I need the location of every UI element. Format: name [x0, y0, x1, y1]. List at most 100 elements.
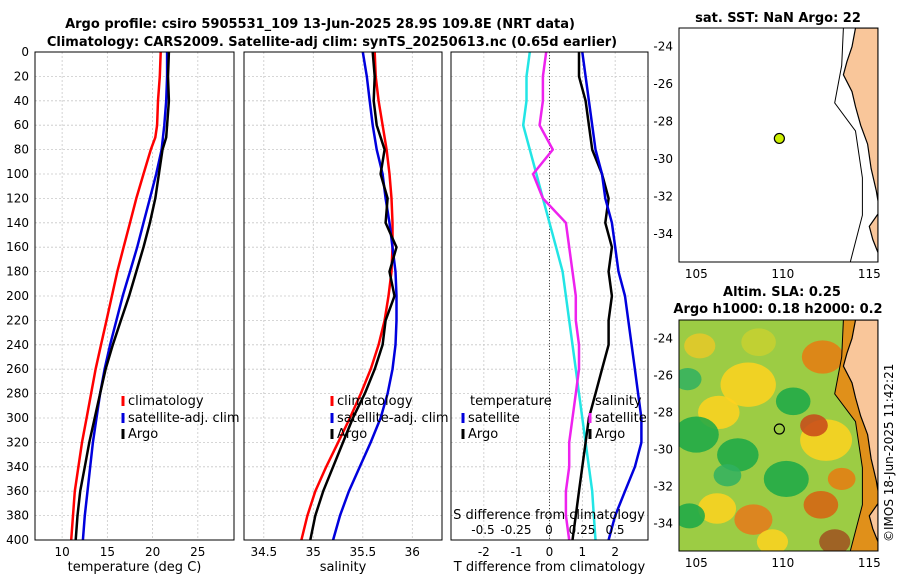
- x-tick-label: 1: [579, 545, 587, 559]
- y-tick-label: 260: [6, 362, 29, 376]
- x-axis-label: salinity: [320, 560, 367, 575]
- map-y-tick-label: -32: [653, 189, 673, 203]
- top-tick-label: -0.5: [471, 523, 494, 537]
- map-content: [679, 320, 878, 551]
- sla-blob: [819, 529, 851, 551]
- panel-sla-map: 105 110 115 -24 -26 -28 -30 -32 -34 Altim. SLA: 0…: [653, 285, 882, 570]
- map-y-tick-label: -34: [653, 227, 673, 241]
- top-tick-label: 0: [545, 523, 553, 537]
- map-frame: [678, 319, 879, 552]
- y-tick-label: 0: [21, 45, 29, 59]
- timestamp-stamp: ©IMOS 18-Jun-2025 11:42:21: [882, 364, 896, 542]
- legend-label: climatology: [337, 394, 413, 409]
- map-x-tick-label: 105: [685, 267, 708, 281]
- sla-blob: [827, 467, 856, 491]
- series-line-temp-satellite: [521, 51, 597, 541]
- legend-label: satellite: [468, 411, 520, 426]
- figure-title-line2: Climatology: CARS2009. Satellite-adj cli…: [47, 35, 617, 50]
- top-tick-label: -0.25: [500, 523, 531, 537]
- series-line-satellite: [81, 52, 169, 541]
- y-tick-label: 400: [6, 533, 29, 547]
- axes-frame: [34, 51, 235, 541]
- y-tick-label: 120: [6, 191, 29, 205]
- sla-blob: [756, 529, 789, 551]
- legend-label: Argo: [468, 427, 498, 442]
- map-x-tick-label: 115: [858, 556, 881, 570]
- sla-blob: [803, 490, 839, 519]
- top-axis-label: S difference from climatology: [453, 508, 645, 523]
- y-tick-label: 180: [6, 265, 29, 279]
- legend-label: satellite-adj. clim: [128, 411, 240, 426]
- y-tick-label: 140: [6, 216, 29, 230]
- sla-blob: [763, 460, 809, 497]
- figure-title-line1: Argo profile: csiro 5905531_109 13-Jun-2…: [65, 17, 575, 32]
- sla-blob: [698, 493, 737, 524]
- land-region: [842, 28, 878, 262]
- y-tick-label: 200: [6, 289, 29, 303]
- land-region: [842, 320, 878, 551]
- ocean-background: [679, 28, 878, 262]
- x-tick-label: 10: [54, 545, 69, 559]
- y-tick-label: 240: [6, 338, 29, 352]
- y-tick-label: 20: [14, 69, 29, 83]
- panel-temperature: 0 20 40 60 80 100 120 140 160 180 200 220 240 260 280 3…: [6, 45, 240, 575]
- map-y-tick-label: -24: [653, 331, 673, 345]
- series-line-climatology: [300, 51, 394, 541]
- x-tick-label: 35.5: [349, 545, 376, 559]
- argo-location-marker: [773, 423, 785, 435]
- map-y-tick-label: -32: [653, 479, 673, 493]
- panel-sst-map: 105 110 115 -24 -26 -28 -30 -32 -34 sat. SST: NaN…: [653, 11, 880, 281]
- map-content: [679, 28, 878, 262]
- legend-title-left: temperature: [470, 394, 552, 409]
- sla-blob: [684, 333, 716, 359]
- map-y-tick-label: -34: [653, 516, 673, 530]
- map-y-tick-label: -24: [653, 40, 673, 54]
- y-tick-label: 60: [14, 118, 29, 132]
- legend-label: satellite: [595, 411, 647, 426]
- y-tick-label: 80: [14, 143, 29, 157]
- x-tick-label: 20: [145, 545, 160, 559]
- x-axis-label: temperature (deg C): [68, 560, 202, 575]
- sla-blob: [717, 438, 759, 472]
- isobath-line: [834, 28, 863, 262]
- sla-blob: [679, 503, 705, 529]
- x-tick-label: 35: [306, 545, 321, 559]
- series-line-sal-argo: [531, 51, 581, 541]
- sla-blob: [679, 416, 719, 453]
- y-tick-label: 40: [14, 94, 29, 108]
- y-tick-label: 280: [6, 387, 29, 401]
- legend-label: climatology: [128, 394, 204, 409]
- axes-frame: [243, 51, 443, 541]
- map-y-tick-label: -28: [653, 405, 673, 419]
- y-tick-label: 300: [6, 411, 29, 425]
- argo-location-marker: [773, 132, 785, 145]
- x-tick-label: -1: [511, 545, 523, 559]
- panel-differences: -2 -1 0 1 2T difference from climatology temp…: [451, 51, 648, 575]
- map-x-tick-label: 110: [771, 267, 794, 281]
- series-line-satellite: [331, 51, 398, 541]
- y-tick-label: 380: [6, 509, 29, 523]
- sla-blob: [741, 328, 776, 357]
- map-title-line1: Altim. SLA: 0.25: [723, 285, 841, 300]
- map-frame: [678, 27, 879, 263]
- series-line-sal-satellite: [581, 51, 643, 541]
- top-tick-label: 0.25: [569, 523, 596, 537]
- x-tick-label: -2: [478, 545, 490, 559]
- y-tick-label: 220: [6, 313, 29, 327]
- map-y-tick-label: -26: [653, 77, 673, 91]
- map-y-tick-label: -30: [653, 442, 673, 456]
- sla-blob: [800, 414, 828, 437]
- legend-label: Argo: [337, 427, 367, 442]
- legend-label: Argo: [595, 427, 625, 442]
- legend-title-right: salinity: [595, 394, 642, 409]
- top-tick-label: 0.5: [605, 523, 624, 537]
- x-tick-label: 25: [190, 545, 205, 559]
- map-y-tick-label: -28: [653, 115, 673, 129]
- series-line-argo: [74, 51, 171, 541]
- x-tick-label: 34.5: [250, 545, 277, 559]
- y-tick-label: 340: [6, 460, 29, 474]
- map-title: sat. SST: NaN Argo: 22: [695, 11, 861, 26]
- sla-blob: [679, 368, 702, 391]
- axes-frame: [450, 51, 649, 541]
